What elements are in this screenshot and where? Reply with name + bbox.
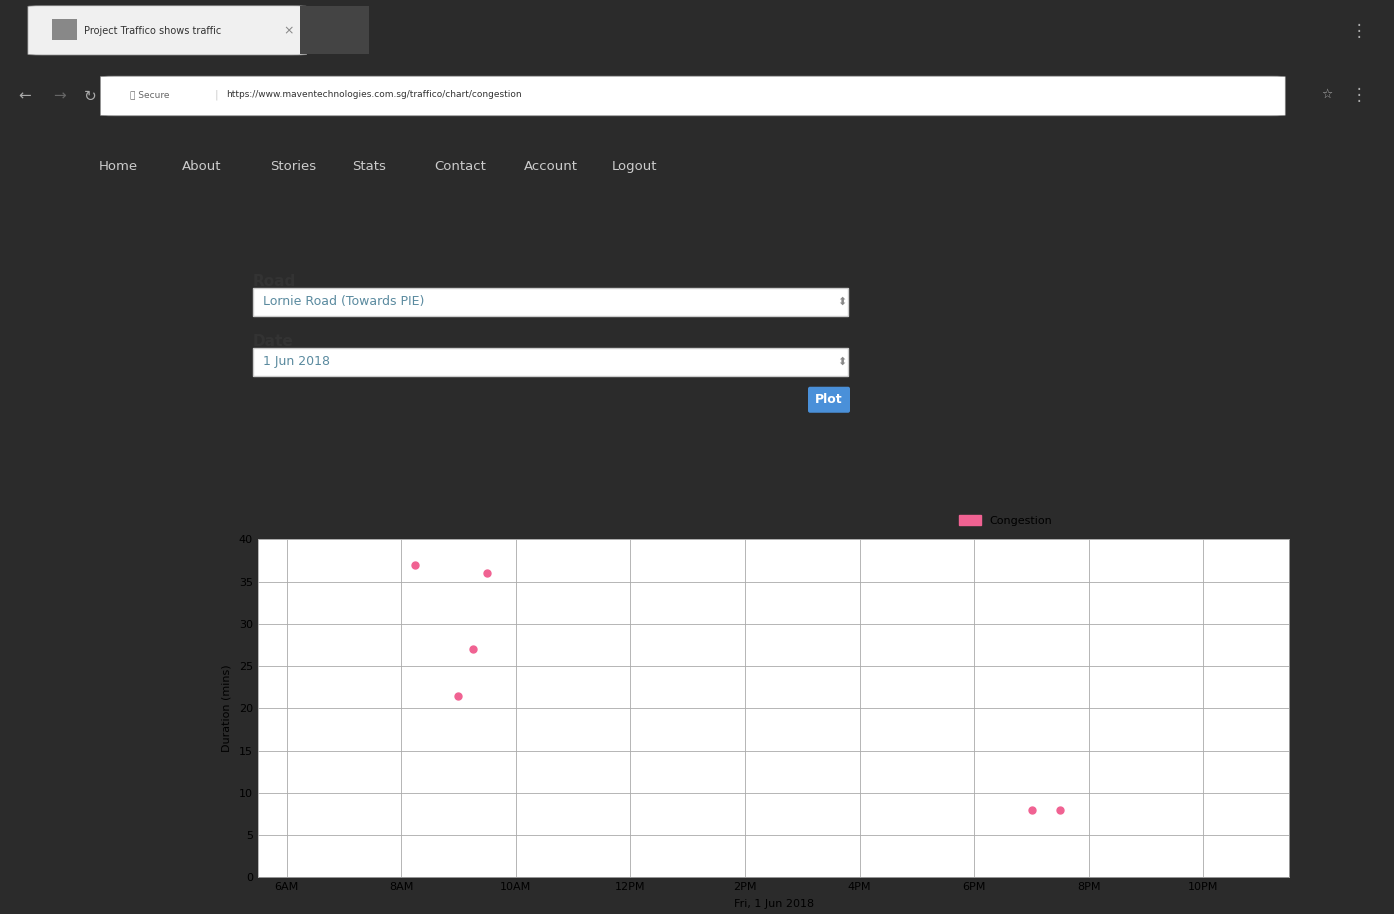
Text: |: | <box>215 90 217 100</box>
Point <box>447 688 470 703</box>
Text: ⬍: ⬍ <box>838 356 846 367</box>
Text: 1 Jun 2018: 1 Jun 2018 <box>263 356 330 368</box>
Legend: Congestion: Congestion <box>955 511 1057 531</box>
Point <box>475 566 498 580</box>
Text: Logout: Logout <box>612 160 657 174</box>
Text: Account: Account <box>524 160 577 174</box>
Point <box>1020 802 1043 817</box>
X-axis label: Fri, 1 Jun 2018: Fri, 1 Jun 2018 <box>733 899 814 909</box>
Text: https://www.maventechnologies.com.sg/traffico/chart/congestion: https://www.maventechnologies.com.sg/tra… <box>226 90 521 100</box>
Text: ×: × <box>283 24 294 37</box>
Text: Home: Home <box>99 160 138 174</box>
Text: Plot: Plot <box>815 393 843 406</box>
Point <box>461 642 484 656</box>
Text: ↻: ↻ <box>84 89 98 103</box>
FancyBboxPatch shape <box>100 76 1285 116</box>
Point <box>1050 802 1072 817</box>
Text: ⋮: ⋮ <box>1351 22 1368 39</box>
Point <box>404 558 427 572</box>
Text: ←: ← <box>18 89 32 103</box>
Text: ☆: ☆ <box>1322 88 1333 101</box>
Text: Stories: Stories <box>269 160 316 174</box>
Text: Lornie Road (Towards PIE): Lornie Road (Towards PIE) <box>263 295 424 308</box>
Text: Stats: Stats <box>353 160 386 174</box>
Bar <box>300 6 369 55</box>
FancyBboxPatch shape <box>252 347 848 376</box>
FancyBboxPatch shape <box>809 387 850 413</box>
Text: Contact: Contact <box>434 160 487 174</box>
Text: Project Traffico shows traffic: Project Traffico shows traffic <box>84 26 220 36</box>
Text: →: → <box>53 89 67 103</box>
Bar <box>52 19 77 39</box>
Y-axis label: Duration (mins): Duration (mins) <box>222 664 231 752</box>
FancyBboxPatch shape <box>28 5 307 55</box>
Text: ⬍: ⬍ <box>838 297 846 307</box>
FancyBboxPatch shape <box>252 288 848 315</box>
Text: About: About <box>183 160 222 174</box>
Text: Date: Date <box>252 335 294 349</box>
Text: ⋮: ⋮ <box>1351 86 1368 103</box>
Text: 🔒 Secure: 🔒 Secure <box>130 90 169 100</box>
Text: Road: Road <box>252 274 297 289</box>
